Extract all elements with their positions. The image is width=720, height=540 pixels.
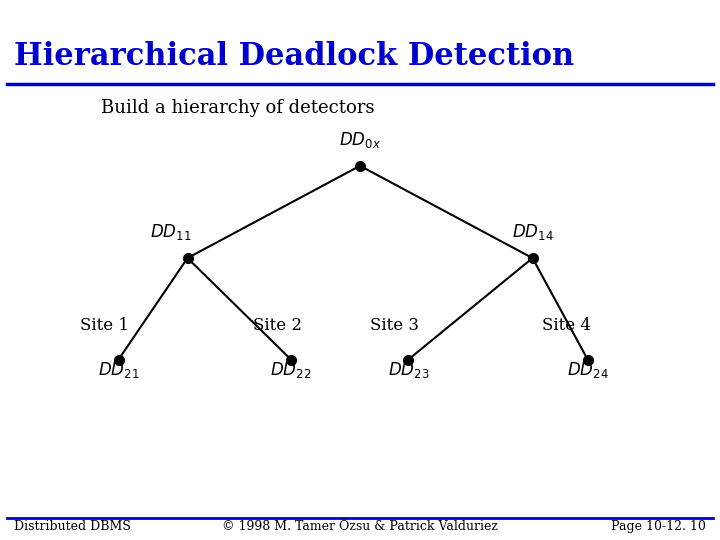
Text: $\mathit{DD}_{23}$: $\mathit{DD}_{23}$ — [387, 360, 429, 380]
Text: Distributed DBMS: Distributed DBMS — [14, 520, 131, 533]
Text: $\mathit{DD}_{21}$: $\mathit{DD}_{21}$ — [98, 360, 139, 380]
Text: $\mathit{DD}_{0x}$: $\mathit{DD}_{0x}$ — [339, 130, 381, 150]
Text: Page 10-12. 10: Page 10-12. 10 — [611, 520, 706, 533]
Text: Site 2: Site 2 — [253, 317, 302, 334]
Text: Build a hierarchy of detectors: Build a hierarchy of detectors — [101, 99, 374, 117]
Text: $\mathit{DD}_{11}$: $\mathit{DD}_{11}$ — [150, 222, 191, 242]
Text: $\mathit{DD}_{22}$: $\mathit{DD}_{22}$ — [271, 360, 312, 380]
Text: © 1998 M. Tamer Özsu & Patrick Valduriez: © 1998 M. Tamer Özsu & Patrick Valduriez — [222, 520, 498, 533]
Text: Site 1: Site 1 — [80, 317, 129, 334]
Text: $\mathit{DD}_{24}$: $\mathit{DD}_{24}$ — [567, 360, 608, 380]
Text: $\mathit{DD}_{14}$: $\mathit{DD}_{14}$ — [512, 222, 554, 242]
Text: Hierarchical Deadlock Detection: Hierarchical Deadlock Detection — [14, 41, 575, 72]
Text: Site 4: Site 4 — [542, 317, 592, 334]
Text: Site 3: Site 3 — [370, 317, 419, 334]
